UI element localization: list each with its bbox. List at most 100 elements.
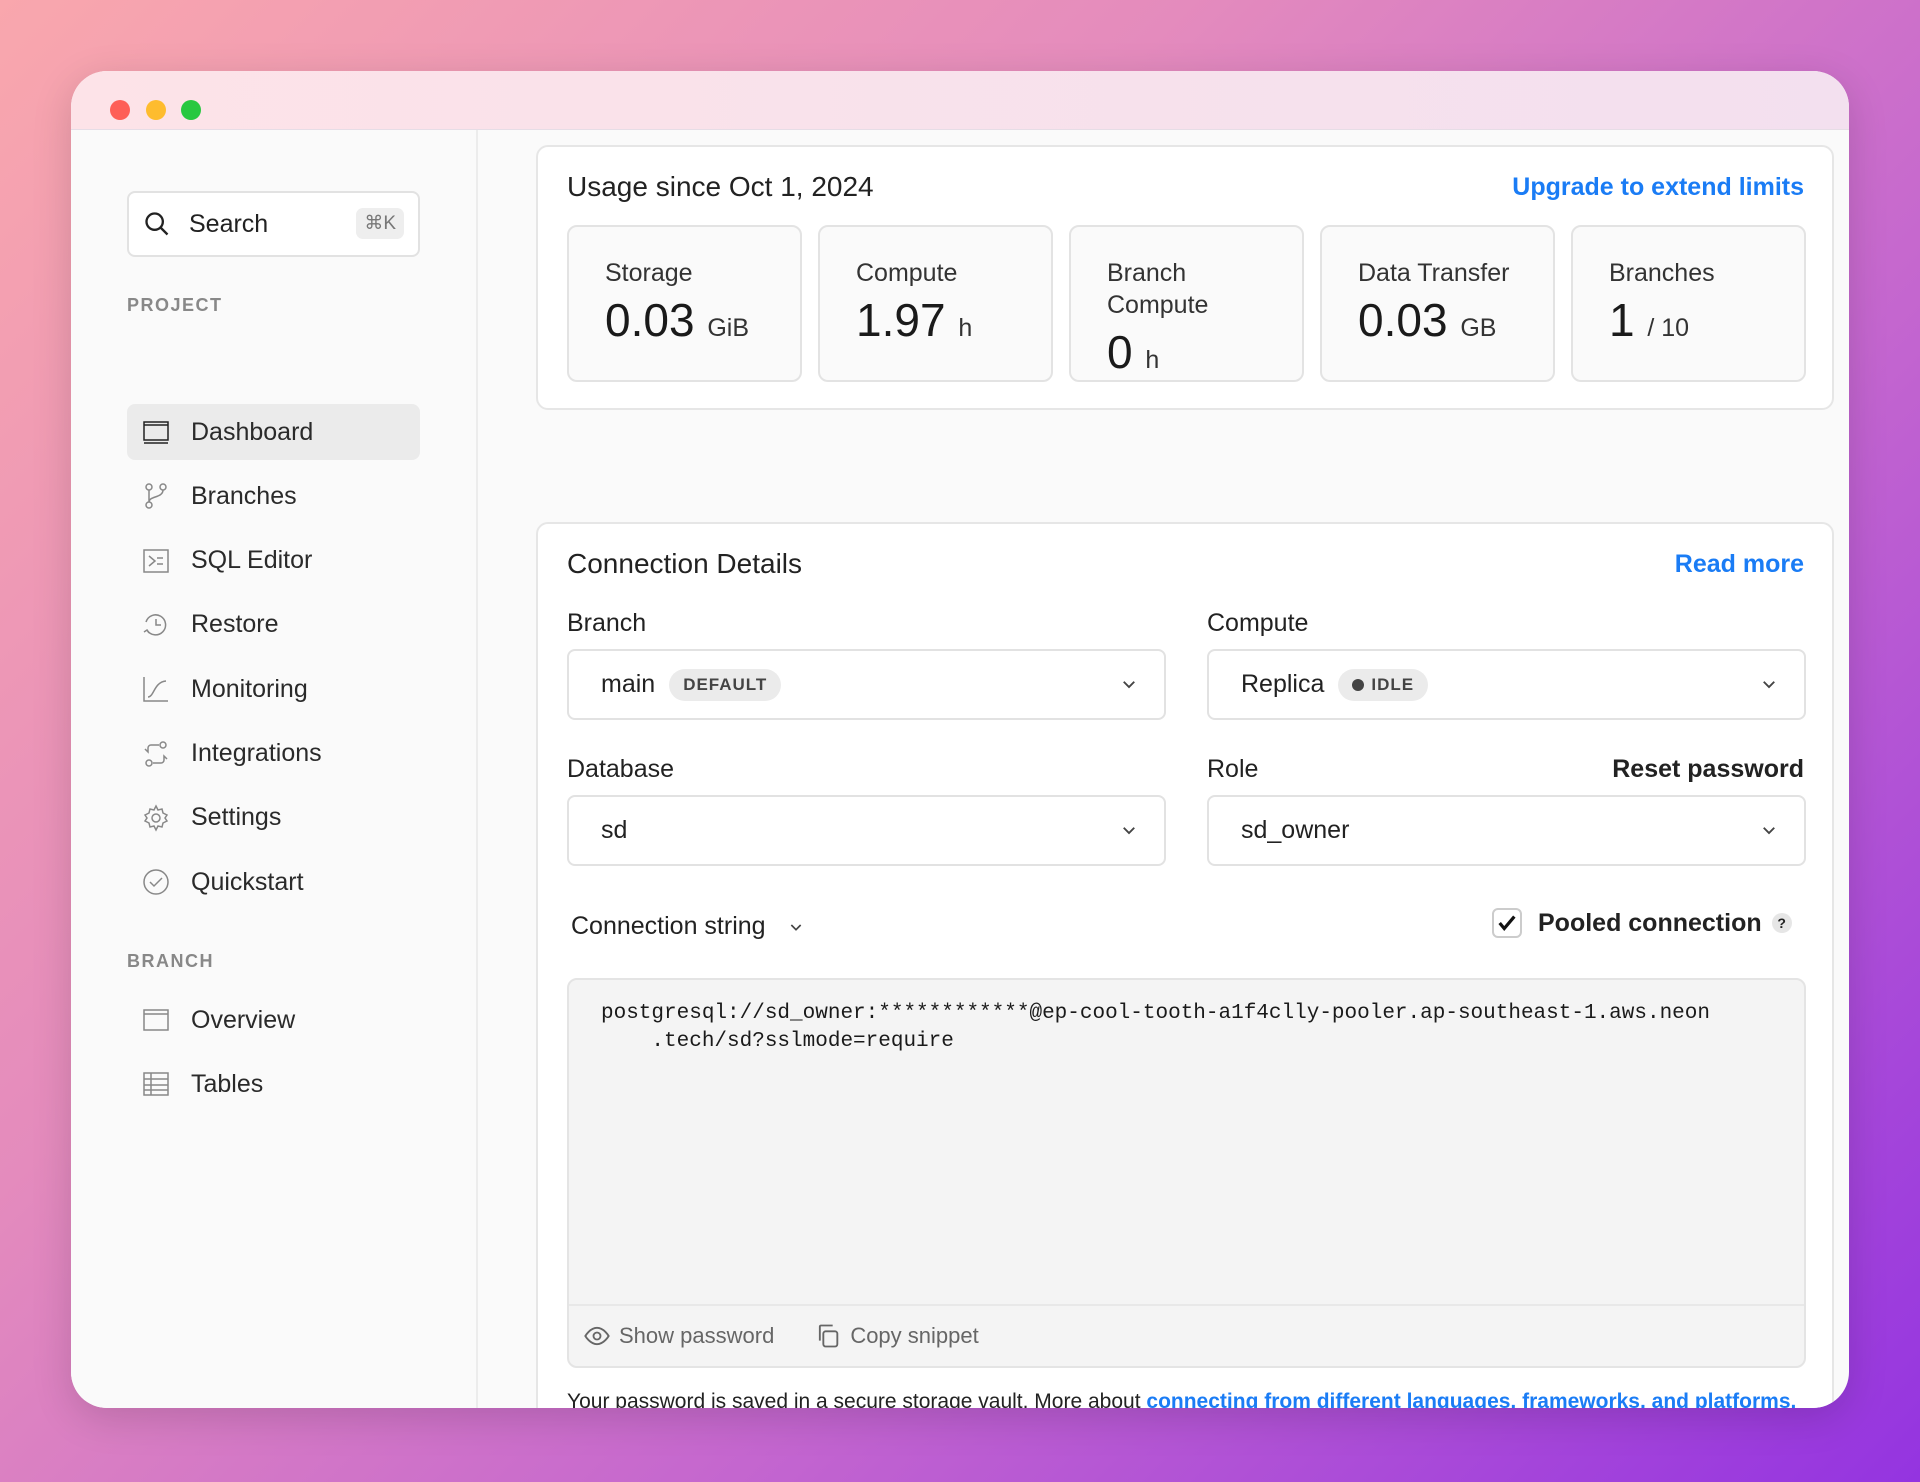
usage-card: Usage since Oct 1, 2024 Upgrade to exten… — [536, 145, 1834, 410]
connection-snippet[interactable]: postgresql://sd_owner:************@ep-co… — [601, 1002, 1710, 1053]
branch-select[interactable]: main DEFAULT — [567, 649, 1166, 720]
stat-value: 0.03 — [1358, 294, 1448, 346]
stat-unit: h — [1145, 346, 1160, 374]
stat-label: Compute — [856, 259, 958, 287]
overview-icon — [143, 1009, 169, 1031]
stat-value: 0 — [1107, 326, 1133, 378]
title-bar — [71, 71, 1849, 130]
chevron-down-icon — [1763, 681, 1775, 689]
sidebar-item-tables[interactable]: Tables — [127, 1056, 420, 1112]
chevron-down-icon — [1123, 681, 1135, 689]
idle-text: IDLE — [1371, 674, 1415, 694]
sidebar-item-sql-editor[interactable]: SQL Editor — [127, 533, 420, 589]
sidebar-item-monitoring[interactable]: Monitoring — [127, 661, 420, 717]
stat-unit: GB — [1460, 314, 1497, 342]
copy-snippet-button[interactable]: Copy snippet — [814, 1322, 979, 1350]
sidebar: Search ⌘K PROJECT Dashboard Branches SQL E… — [71, 130, 478, 1408]
stat-card: Branch Compute 0 h — [1069, 225, 1304, 382]
table-icon — [143, 1072, 169, 1097]
show-password-button[interactable]: Show password — [583, 1322, 774, 1350]
sidebar-item-branches[interactable]: Branches — [127, 468, 420, 524]
role-select[interactable]: sd_owner — [1207, 795, 1806, 866]
search-icon — [145, 212, 169, 236]
stat-card: Compute 1.97 h — [818, 225, 1053, 382]
show-password-label: Show password — [619, 1323, 775, 1348]
compute-value: Replica — [1241, 670, 1325, 698]
check-circle-icon — [143, 869, 169, 895]
stat-value-row: 0 h — [1107, 327, 1266, 385]
chevron-down-icon — [1763, 827, 1775, 835]
stat-label: Storage — [605, 259, 693, 287]
copy-snippet-label: Copy snippet — [850, 1323, 979, 1348]
connection-title: Connection Details — [567, 548, 803, 579]
stat-label: Branches — [1609, 259, 1715, 287]
connection-string-selector[interactable]: Connection string — [571, 912, 804, 941]
stat-value: 1 — [1609, 294, 1635, 346]
sidebar-item-label: SQL Editor — [191, 546, 313, 575]
stat-unit: h — [958, 314, 973, 342]
sidebar-item-label: Branches — [191, 481, 297, 510]
eye-icon — [584, 1326, 610, 1346]
reset-password-link[interactable]: Reset password — [1612, 755, 1804, 783]
main-content: Usage since Oct 1, 2024 Upgrade to exten… — [480, 130, 1849, 1408]
stat-value-row: 1 / 10 — [1609, 295, 1768, 353]
upgrade-link[interactable]: Upgrade to extend limits — [1512, 173, 1804, 201]
sidebar-item-quickstart[interactable]: Quickstart — [127, 854, 420, 910]
connection-string-label: Connection string — [571, 912, 766, 940]
branch-value: main — [601, 670, 656, 698]
compute-label: Compute — [1207, 609, 1309, 637]
section-project: PROJECT — [127, 295, 223, 315]
branch-icon — [145, 483, 167, 510]
copy-icon — [819, 1324, 839, 1348]
minimize-button[interactable] — [146, 100, 166, 120]
maximize-button[interactable] — [181, 100, 201, 120]
sidebar-item-label: Monitoring — [191, 674, 308, 703]
languages-link[interactable]: connecting from different languages, fra… — [1146, 1390, 1797, 1408]
branch-label: Branch — [567, 609, 647, 637]
usage-title: Usage since Oct 1, 2024 — [567, 171, 874, 202]
gear-icon — [143, 804, 169, 832]
read-more-link[interactable]: Read more — [1674, 550, 1804, 578]
chevron-down-icon — [1123, 827, 1135, 835]
stat-card: Storage 0.03 GiB — [567, 225, 802, 382]
sidebar-item-label: Restore — [191, 610, 279, 639]
sidebar-item-overview[interactable]: Overview — [127, 992, 420, 1048]
sidebar-item-label: Integrations — [191, 739, 322, 767]
stat-value-row: 0.03 GB — [1358, 295, 1517, 353]
search-shortcut: ⌘K — [356, 208, 404, 239]
check-icon — [1498, 915, 1516, 931]
sidebar-item-label: Settings — [191, 803, 282, 832]
stat-unit: GiB — [707, 314, 749, 342]
sidebar-item-restore[interactable]: Restore — [127, 597, 420, 653]
idle-badge: IDLE — [1338, 668, 1429, 701]
stat-value-row: 0.03 GiB — [605, 295, 764, 353]
stat-label: Data Transfer — [1358, 259, 1510, 287]
password-note: Your password is saved in a secure stora… — [567, 1382, 1807, 1408]
close-button[interactable] — [110, 100, 130, 120]
pooled-checkbox[interactable] — [1492, 908, 1522, 938]
sidebar-item-label: Dashboard — [191, 417, 314, 446]
sidebar-item-dashboard[interactable]: Dashboard — [127, 404, 420, 460]
compute-select[interactable]: Replica IDLE — [1207, 649, 1806, 720]
sidebar-item-integrations[interactable]: Integrations — [127, 726, 420, 782]
pooled-connection: Pooled connection ? — [1492, 908, 1792, 938]
database-select[interactable]: sd — [567, 795, 1166, 866]
chevron-down-icon — [790, 923, 801, 931]
role-value: sd_owner — [1241, 816, 1350, 844]
app-window: Search ⌘K PROJECT Dashboard Branches SQL E… — [71, 71, 1849, 1408]
chart-icon — [143, 677, 168, 702]
search-button[interactable]: Search ⌘K — [127, 191, 420, 257]
stat-card: Branches 1 / 10 — [1571, 225, 1806, 382]
sidebar-item-settings[interactable]: Settings — [127, 790, 420, 846]
sidebar-item-label: Tables — [191, 1069, 264, 1098]
role-label: Role — [1207, 755, 1259, 783]
stat-value: 0.03 — [605, 294, 695, 346]
sidebar-item-label: Quickstart — [191, 867, 304, 896]
help-icon[interactable]: ? — [1771, 913, 1792, 933]
search-label: Search — [189, 209, 269, 238]
integrations-icon — [144, 740, 168, 767]
note-text: Your password is saved in a secure stora… — [567, 1390, 1147, 1408]
restore-icon — [143, 614, 167, 636]
dashboard-icon — [143, 421, 169, 444]
default-badge: DEFAULT — [669, 668, 782, 701]
